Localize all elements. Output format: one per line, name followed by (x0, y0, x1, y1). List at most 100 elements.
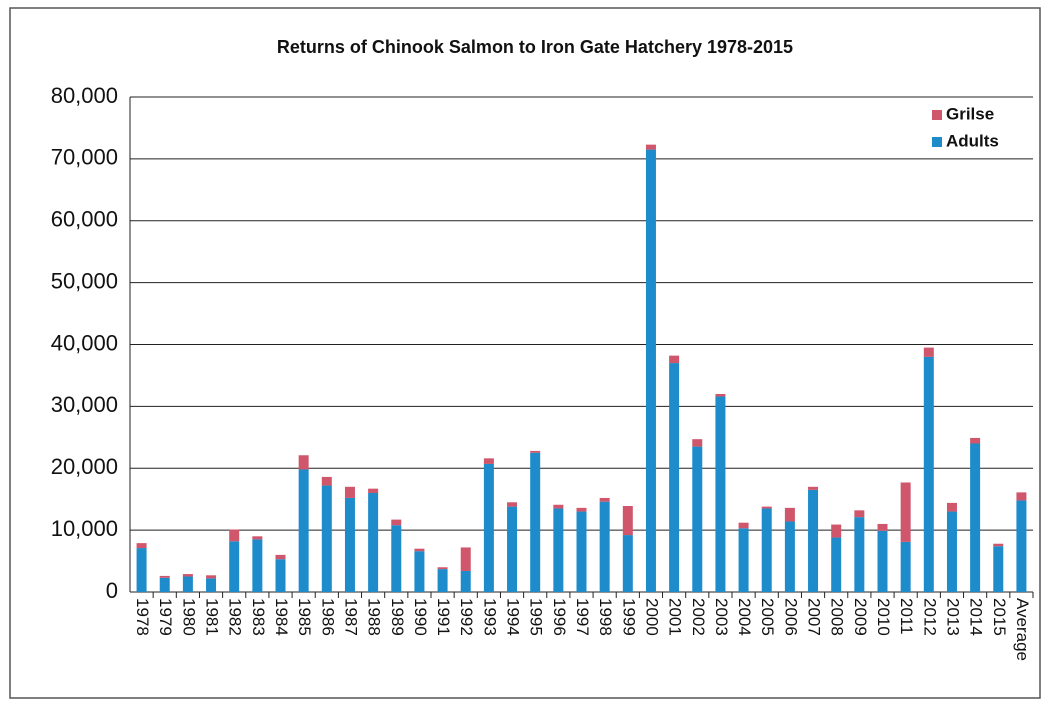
x-tick-label: 1983 (249, 598, 268, 636)
bar-segment (460, 570, 471, 592)
legend-swatch (932, 137, 942, 147)
bar-segment (530, 450, 541, 453)
x-tick-label: 2000 (642, 598, 661, 636)
bar-segment (298, 455, 309, 470)
y-tick-label: 60,000 (51, 207, 118, 232)
bar-segment (206, 578, 217, 592)
bar-segment (970, 437, 981, 444)
bar-segment (530, 452, 541, 592)
x-tick-label: 1997 (573, 598, 592, 636)
bar-segment (136, 543, 147, 549)
bar-segment (507, 502, 518, 507)
x-tick-label: 1981 (203, 598, 222, 636)
bar-segment (622, 505, 633, 536)
bar-segment (877, 530, 888, 592)
bar-segment (784, 507, 795, 522)
x-tick-label: 1993 (480, 598, 499, 636)
bar-segment (321, 485, 332, 592)
bar-segment (692, 439, 703, 447)
y-tick-label: 0 (106, 578, 118, 603)
bar-segment (599, 501, 610, 592)
bar-segment (599, 497, 610, 502)
x-tick-label: 1979 (156, 598, 175, 636)
bar-segment (738, 528, 749, 592)
bar-segment (344, 497, 355, 592)
x-tick-label: Average (1013, 598, 1032, 661)
bar-segment (854, 510, 865, 518)
bar-segment (136, 548, 147, 592)
x-tick-label: 1985 (295, 598, 314, 636)
x-tick-label: 2005 (758, 598, 777, 636)
bar-segment (414, 551, 425, 592)
y-tick-label: 20,000 (51, 454, 118, 479)
bar-segment (715, 394, 726, 397)
bar-segment (900, 541, 911, 592)
bar-segment (460, 547, 471, 571)
bar-segment (738, 522, 749, 529)
bar-segment (206, 575, 217, 579)
x-tick-label: 2007 (805, 598, 824, 636)
bar-segment (553, 508, 564, 592)
bar-segment (761, 508, 772, 592)
bar-segment (368, 488, 379, 493)
bar-segment (808, 486, 819, 490)
x-tick-label: 1994 (504, 598, 523, 636)
bar-segment (576, 507, 587, 512)
bar-segment (993, 546, 1004, 592)
bar-segment (1016, 500, 1027, 592)
x-tick-label: 1978 (133, 598, 152, 636)
bar-segment (483, 463, 494, 592)
x-tick-label: 2015 (990, 598, 1009, 636)
x-tick-label: 2009 (851, 598, 870, 636)
y-tick-label: 10,000 (51, 516, 118, 541)
x-tick-label: 1986 (318, 598, 337, 636)
x-tick-label: 2014 (967, 598, 986, 636)
y-tick-label: 30,000 (51, 392, 118, 417)
bar-segment (877, 523, 888, 531)
legend-label: Adults (946, 131, 999, 150)
bar-segment (645, 149, 656, 592)
bar-segment (761, 506, 772, 509)
bar-segment (252, 539, 263, 592)
x-tick-label: 2008 (828, 598, 847, 636)
bar-segment (946, 511, 957, 592)
x-tick-label: 2006 (781, 598, 800, 636)
y-tick-label: 80,000 (51, 83, 118, 108)
y-tick-label: 50,000 (51, 268, 118, 293)
bar-segment (831, 524, 842, 538)
bar-segment (252, 536, 263, 540)
bar-segment (1016, 492, 1027, 501)
x-tick-label: 1987 (341, 598, 360, 636)
y-tick-label: 70,000 (51, 145, 118, 170)
bar-segment (159, 577, 170, 592)
bar-segment (182, 574, 193, 577)
bar-segment (553, 504, 564, 509)
bar-segment (669, 355, 680, 364)
chart-title: Returns of Chinook Salmon to Iron Gate H… (277, 37, 793, 57)
bar-segment (715, 396, 726, 592)
bar-segment (437, 567, 448, 570)
bar-segment (344, 486, 355, 498)
bar-segment (182, 576, 193, 592)
x-tick-label: 1984 (272, 598, 291, 636)
x-tick-label: 1996 (550, 598, 569, 636)
bar-segment (946, 502, 957, 512)
x-tick-label: 1998 (596, 598, 615, 636)
legend-swatch (932, 110, 942, 120)
bar-segment (900, 482, 911, 542)
bar-segment (923, 356, 934, 592)
bar-segment (645, 144, 656, 150)
chart-frame (9, 7, 1041, 699)
bar-segment (692, 446, 703, 592)
x-tick-label: 2001 (666, 598, 685, 636)
bar-segment (275, 554, 286, 560)
bar-segment (391, 519, 402, 526)
bar-segment (391, 525, 402, 592)
x-tick-label: 1990 (411, 598, 430, 636)
bar-segment (159, 575, 170, 578)
legend-label: Grilse (946, 104, 994, 123)
y-tick-label: 40,000 (51, 330, 118, 355)
bar-segment (414, 548, 425, 552)
bar-segment (275, 559, 286, 592)
x-tick-label: 1988 (365, 598, 384, 636)
